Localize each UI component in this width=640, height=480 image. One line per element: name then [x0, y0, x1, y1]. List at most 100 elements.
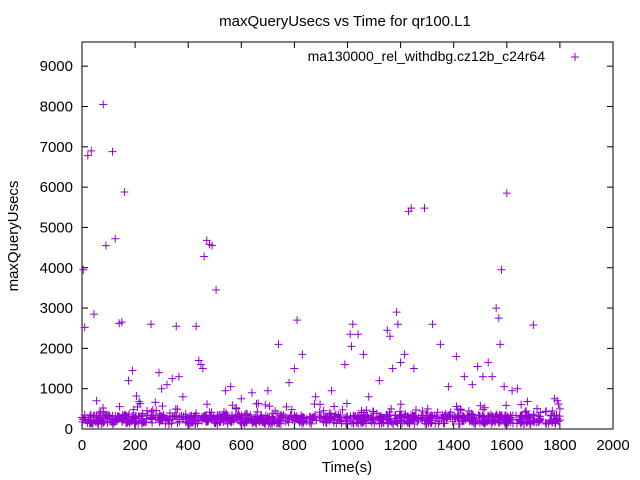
data-point	[120, 187, 129, 196]
data-point	[86, 411, 95, 420]
data-point	[115, 402, 124, 411]
x-tick-label: 800	[282, 437, 307, 454]
data-point	[536, 408, 545, 417]
x-tick-label: 1200	[384, 437, 417, 454]
y-tick-label: 0	[65, 421, 73, 438]
data-point	[396, 400, 405, 409]
data-point	[157, 384, 166, 393]
data-point	[529, 320, 538, 329]
data-point	[234, 410, 243, 419]
data-point	[337, 419, 346, 428]
data-point	[468, 380, 477, 389]
data-point	[478, 418, 487, 427]
legend: ma130000_rel_withdbg.cz12b_c24r64	[308, 48, 579, 64]
data-point	[551, 419, 560, 428]
data-point	[203, 400, 212, 409]
data-point	[503, 412, 512, 421]
data-point	[497, 265, 506, 274]
x-axis-label: Time(s)	[322, 459, 372, 476]
data-point	[439, 419, 448, 428]
data-point	[252, 399, 261, 408]
data-point	[202, 236, 211, 245]
data-point	[506, 418, 515, 427]
data-point	[546, 411, 555, 420]
data-point	[99, 404, 108, 413]
data-point	[287, 405, 296, 414]
data-point	[327, 386, 336, 395]
data-point	[392, 308, 401, 317]
data-point	[385, 332, 394, 341]
data-point	[227, 416, 236, 425]
data-point	[362, 406, 371, 415]
data-point	[223, 419, 232, 428]
data-point	[418, 407, 427, 416]
data-point	[517, 400, 526, 409]
data-point	[425, 414, 434, 423]
data-point	[372, 409, 381, 418]
data-point	[492, 304, 501, 313]
data-point	[192, 322, 201, 331]
data-point	[196, 360, 205, 369]
data-point	[400, 350, 409, 359]
data-point	[135, 397, 144, 406]
data-point	[494, 314, 503, 323]
data-point	[534, 416, 543, 425]
x-tick-label: 200	[123, 437, 148, 454]
data-point	[432, 412, 441, 421]
data-point	[421, 419, 430, 428]
data-point	[203, 416, 212, 425]
data-point	[193, 413, 202, 422]
data-point	[359, 412, 368, 421]
data-point	[400, 417, 409, 426]
data-point	[98, 414, 107, 423]
data-point	[148, 406, 157, 415]
data-point	[159, 413, 168, 422]
data-point	[181, 417, 190, 426]
y-tick-label: 4000	[40, 260, 73, 277]
data-point	[377, 412, 386, 421]
data-point	[348, 320, 357, 329]
chart-title: maxQueryUsecs vs Time for qr100.L1	[219, 13, 471, 30]
data-point	[397, 412, 406, 421]
y-tick-label: 1000	[40, 381, 73, 398]
x-tick-label: 1800	[543, 437, 576, 454]
data-point	[177, 411, 186, 420]
x-tick-label: 0	[78, 437, 86, 454]
data-point	[138, 410, 147, 419]
y-tick-label: 6000	[40, 179, 73, 196]
data-point	[117, 318, 126, 327]
data-point	[212, 285, 221, 294]
data-point	[124, 376, 133, 385]
data-point	[165, 416, 174, 425]
data-point	[375, 376, 384, 385]
y-tick-label: 9000	[40, 58, 73, 75]
data-point	[555, 404, 564, 413]
data-point	[396, 358, 405, 367]
data-point	[364, 392, 373, 401]
data-point	[410, 411, 419, 420]
data-point	[92, 396, 101, 405]
data-point	[178, 392, 187, 401]
data-point	[241, 409, 250, 418]
data-point	[473, 362, 482, 371]
data-point	[552, 414, 561, 423]
data-point	[195, 415, 204, 424]
data-point	[383, 326, 392, 335]
data-point	[522, 412, 531, 421]
data-point	[428, 320, 437, 329]
data-point	[260, 419, 269, 428]
data-point	[253, 407, 262, 416]
data-point	[109, 417, 118, 426]
data-point	[513, 415, 522, 424]
data-point	[396, 407, 405, 416]
data-point	[311, 392, 320, 401]
data-point	[342, 399, 351, 408]
data-point	[174, 372, 183, 381]
data-point	[541, 407, 550, 416]
data-point	[265, 402, 274, 411]
data-point	[86, 419, 95, 428]
data-point	[453, 413, 462, 422]
data-point	[496, 411, 505, 420]
data-point	[319, 406, 328, 415]
